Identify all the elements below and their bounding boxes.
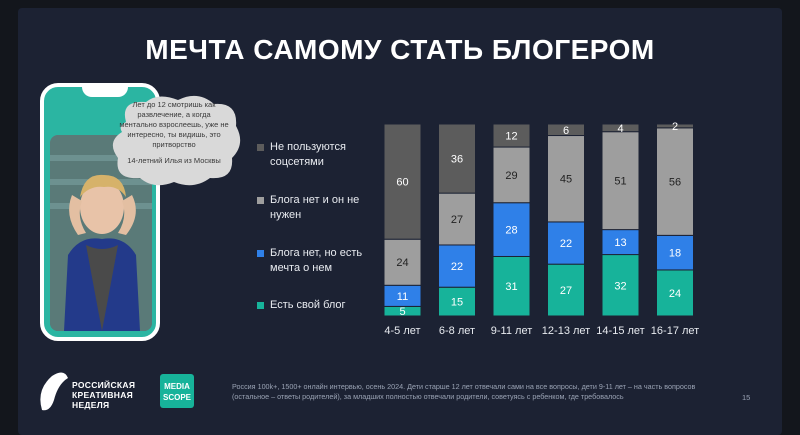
bar-segment — [656, 123, 694, 129]
bar-segment — [492, 202, 531, 257]
quote-block: Лет до 12 смотришь как развлечение, а ко… — [118, 100, 230, 166]
bar-value-label: 22 — [451, 261, 463, 273]
x-tick-label: 6-8 лет — [439, 325, 475, 337]
bar-segment — [438, 123, 476, 194]
x-tick-label: 9-11 лет — [491, 325, 532, 337]
bar-value-label: 2 — [672, 121, 678, 133]
bar-segment — [492, 123, 531, 148]
speech-bubble — [112, 95, 241, 186]
quote-author: 14-летний Илья из Москвы — [127, 156, 221, 165]
mediascope-logo-icon: MEDIA SCOPE — [160, 374, 194, 408]
bar-segment — [383, 238, 422, 286]
logo-line: РОССИЙСКАЯ — [72, 380, 136, 390]
legend-label: Есть свой блог — [270, 299, 346, 311]
legend-swatch — [257, 302, 264, 309]
slide: МЕЧТА САМОМУ СТАТЬ БЛОГЕРОМ Лет до 12 см… — [18, 8, 782, 435]
logo-line: КРЕАТИВНАЯ — [72, 390, 134, 400]
legend-label: Не пользуются соцсетями — [270, 141, 346, 168]
x-tick-label: 4-5 лет — [384, 325, 420, 337]
legend-swatch — [257, 144, 264, 151]
logo-line: НЕДЕЛЯ — [72, 400, 110, 410]
bar-value-label: 24 — [396, 257, 408, 269]
bar-value-label: 56 — [669, 177, 681, 189]
bar-segment — [438, 192, 476, 246]
bar-value-label: 13 — [614, 237, 626, 249]
bar-segment — [547, 221, 585, 265]
bar-value-label: 24 — [669, 288, 681, 300]
bar-segment — [383, 123, 422, 240]
phone-notch — [82, 87, 128, 97]
rkn-logo-icon — [40, 372, 68, 411]
x-tick-label: 14-15 лет — [596, 325, 644, 337]
bar-value-label: 11 — [397, 291, 408, 303]
bar-value-label: 60 — [396, 177, 408, 189]
x-tick-label: 12-13 лет — [542, 325, 590, 337]
bar-value-label: 15 — [451, 297, 463, 309]
bar-value-label: 22 — [560, 238, 572, 250]
bar-value-label: 27 — [560, 285, 572, 297]
legend-swatch — [257, 250, 264, 257]
legend-swatch — [257, 197, 264, 204]
bar-value-label: 4 — [617, 123, 623, 135]
bar-value-label: 27 — [451, 214, 463, 226]
legend-label: Блога нет и он не нужен — [270, 194, 360, 221]
x-tick-label: 16-17 лет — [651, 325, 699, 337]
bar-segment — [547, 123, 585, 137]
legend-label: Блога нет, но есть мечта о нем — [270, 247, 363, 274]
bar-value-label: 36 — [451, 154, 463, 166]
footnote: Россия 100k+, 1500+ онлайн интервью, осе… — [232, 382, 696, 401]
bar-value-label: 29 — [505, 170, 517, 182]
bar-value-label: 32 — [614, 280, 626, 292]
mediascope-text-1: MEDIA — [164, 382, 190, 391]
bar-segment — [492, 146, 531, 204]
bar-segment — [547, 135, 585, 223]
bar-segment — [547, 263, 585, 317]
bar-value-label: 28 — [505, 225, 517, 237]
bar-value-label: 51 — [614, 176, 626, 188]
bar-value-label: 45 — [560, 174, 572, 186]
bar-segment — [656, 127, 694, 236]
bar-value-label: 6 — [563, 125, 569, 137]
bar-segment — [601, 123, 640, 133]
bar-segment — [492, 255, 531, 317]
quote-text: Лет до 12 смотришь как развлечение, а ко… — [119, 100, 229, 149]
bar-segment — [438, 244, 476, 288]
bar-segment — [601, 131, 640, 231]
rkn-logo-text: РОССИЙСКАЯ КРЕАТИВНАЯ НЕДЕЛЯ — [72, 380, 135, 410]
bar-value-label: 31 — [505, 281, 517, 293]
slide-title: МЕЧТА САМОМУ СТАТЬ БЛОГЕРОМ — [145, 34, 655, 65]
bar-value-label: 18 — [669, 248, 681, 260]
bar-value-label: 5 — [399, 306, 405, 318]
page-number: 15 — [742, 393, 751, 402]
mediascope-text-2: SCOPE — [163, 393, 192, 402]
mediascope-logo: MEDIA SCOPE — [160, 374, 194, 408]
bar-value-label: 12 — [505, 131, 517, 143]
bar-segment — [438, 286, 476, 317]
